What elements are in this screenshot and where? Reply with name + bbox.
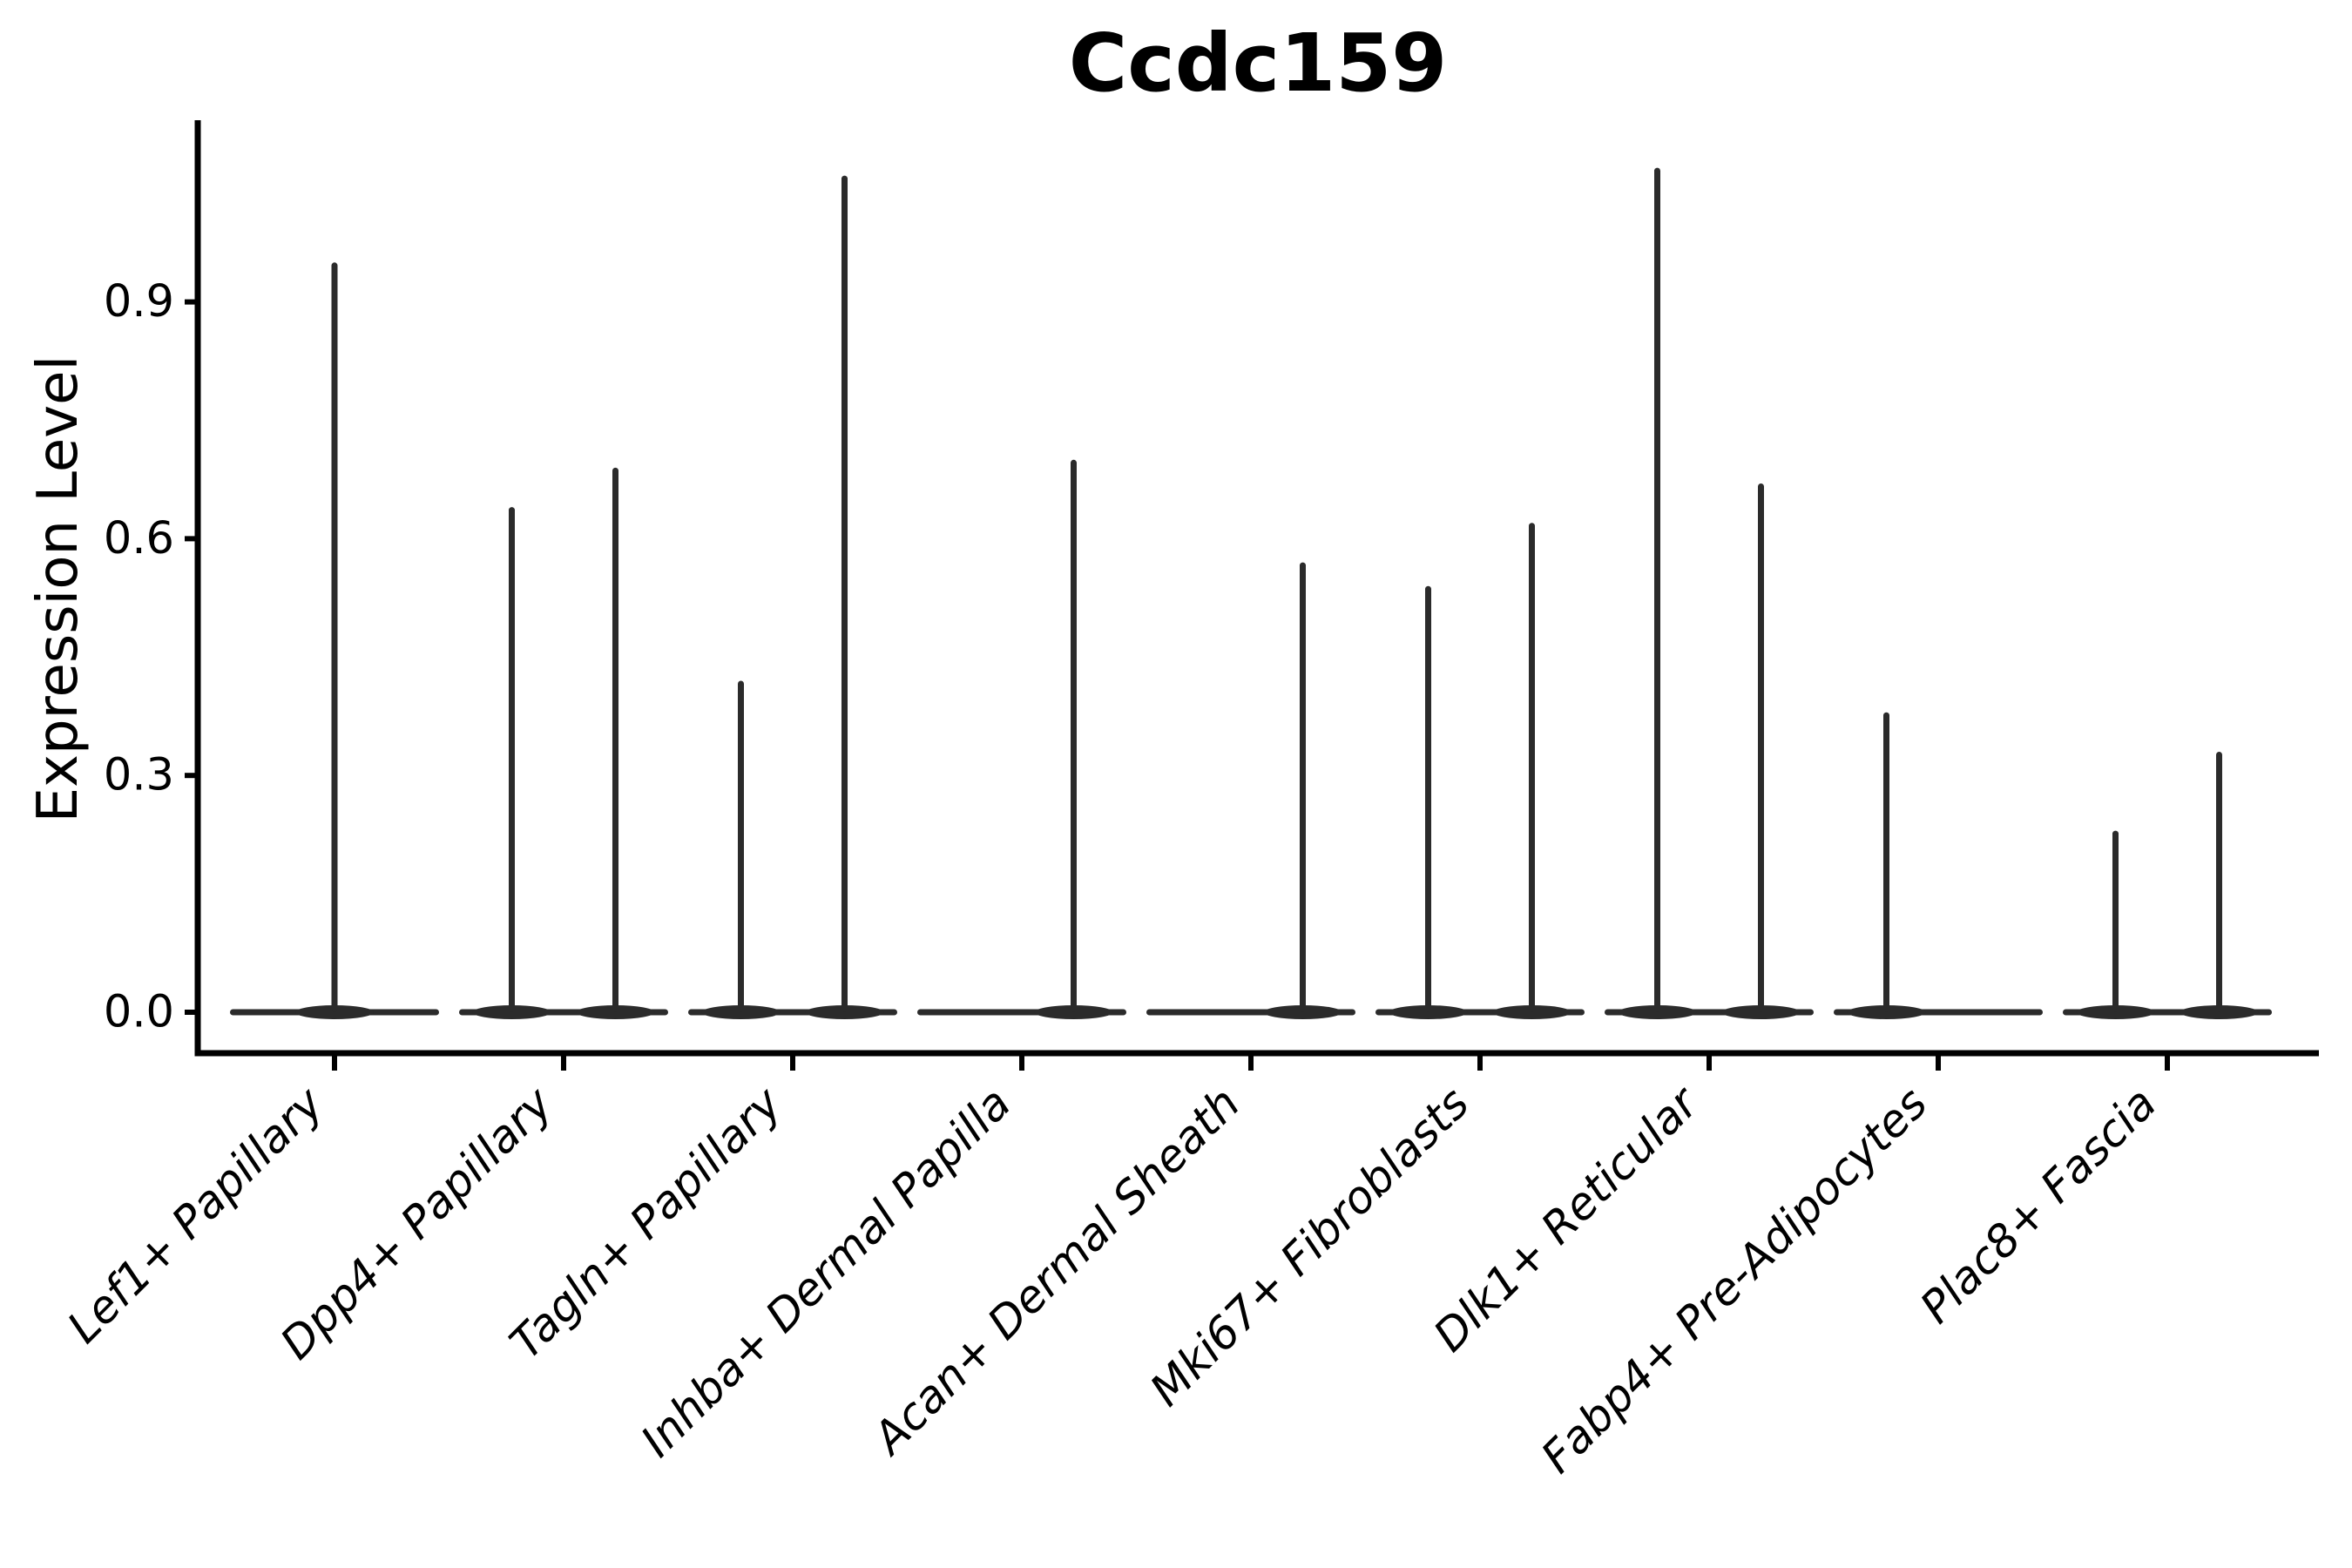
violin: [1146, 562, 1355, 1019]
y-tick-label: 0.3: [104, 750, 174, 801]
y-axis-label: Expression Level: [26, 355, 91, 823]
violin: [2063, 752, 2272, 1019]
violin-spike: [1758, 483, 1764, 1012]
violins-layer: [230, 167, 2272, 1019]
violin-spike: [1883, 712, 1889, 1012]
violin-spike: [841, 175, 848, 1012]
violin-spike: [1529, 523, 1535, 1012]
x-tick-label: Acan+ Dermal Sheath: [862, 1078, 1250, 1465]
chart-title: Ccdc159: [1069, 17, 1447, 110]
x-tick-label: Inhba+ Dermal Papilla: [632, 1078, 1021, 1467]
violin-spike: [2112, 830, 2119, 1012]
violin-spike: [509, 507, 515, 1012]
violin-spike: [612, 467, 618, 1012]
axes-spines: [194, 120, 2319, 1057]
violin: [688, 175, 897, 1019]
violin-spike: [738, 680, 744, 1012]
y-axis-ticks: 0.0 0.3 0.6 0.9: [104, 276, 198, 1038]
violin-spike: [331, 262, 338, 1012]
violin: [230, 262, 439, 1019]
violin: [1605, 167, 1814, 1019]
y-tick-label: 0.6: [104, 513, 174, 564]
violin-spike: [1300, 562, 1306, 1012]
violin: [1834, 712, 2043, 1019]
violin-spike: [1425, 585, 1431, 1012]
violin-spike: [1071, 459, 1077, 1012]
y-tick-label: 0.9: [104, 276, 174, 328]
y-tick-label: 0.0: [104, 987, 174, 1038]
violin: [1375, 523, 1585, 1019]
x-tick-label: Fabp4+ Pre-Adipocytes: [1532, 1078, 1938, 1484]
violin-spike: [1654, 167, 1660, 1012]
x-tick-label: Plac8+ Fascia: [1911, 1078, 2167, 1334]
violin: [459, 467, 668, 1019]
violin: [917, 459, 1126, 1019]
violin-spike: [2216, 752, 2222, 1012]
